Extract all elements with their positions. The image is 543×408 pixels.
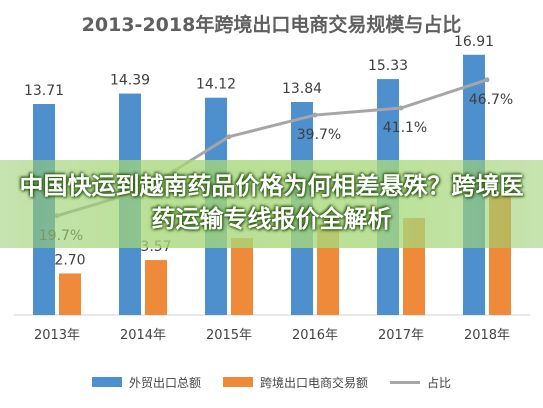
x-tick-label: 2016年	[292, 328, 338, 343]
data-label-share: 46.7%	[469, 92, 513, 108]
data-label-export: 16.91	[454, 34, 494, 50]
legend-label-ecommerce: 跨境出口电商交易额	[259, 375, 368, 390]
overlay-headline: 中国快运到越南药品价格为何相差悬殊？跨境医药运输专线报价全解析	[19, 172, 524, 233]
line-point-share	[484, 77, 490, 83]
legend-item-ecommerce: 跨境出口电商交易额	[222, 374, 368, 391]
legend-label-share: 占比	[427, 375, 452, 390]
x-tick-label: 2015年	[206, 328, 252, 343]
bar-ecommerce	[231, 238, 253, 315]
legend-item-share: 占比	[390, 374, 451, 391]
x-tick-label: 2018年	[464, 328, 510, 343]
data-label-export: 14.39	[110, 73, 150, 89]
data-label-export: 13.71	[24, 83, 64, 99]
legend-swatch-export	[91, 377, 122, 387]
overlay-banner	[0, 160, 543, 248]
bar-ecommerce	[59, 273, 81, 315]
legend-item-export: 外贸出口总额	[91, 374, 201, 391]
data-label-export: 14.12	[196, 77, 236, 93]
data-label-share: 39.7%	[297, 127, 341, 143]
x-tick-label: 2013年	[34, 328, 80, 343]
data-label-export: 15.33	[368, 58, 408, 74]
legend-swatch-ecommerce	[222, 377, 253, 387]
line-point-share	[312, 112, 318, 118]
chart-title: 2013-2018年跨境出口电商交易规模与占比	[81, 14, 462, 36]
data-label-ecommerce: 2.70	[54, 252, 85, 268]
data-label-share: 41.1%	[383, 120, 427, 136]
line-point-share	[226, 134, 232, 140]
x-tick-label: 2017年	[378, 328, 424, 343]
legend-label-export: 外贸出口总额	[128, 375, 201, 390]
data-label-export: 13.84	[282, 81, 322, 97]
x-tick-label: 2014年	[120, 328, 166, 343]
legend-swatch-share	[390, 380, 420, 384]
chart-legend: 外贸出口总额 跨境出口电商交易额 占比	[0, 372, 543, 392]
line-point-share	[398, 105, 404, 111]
bar-ecommerce	[145, 260, 167, 315]
